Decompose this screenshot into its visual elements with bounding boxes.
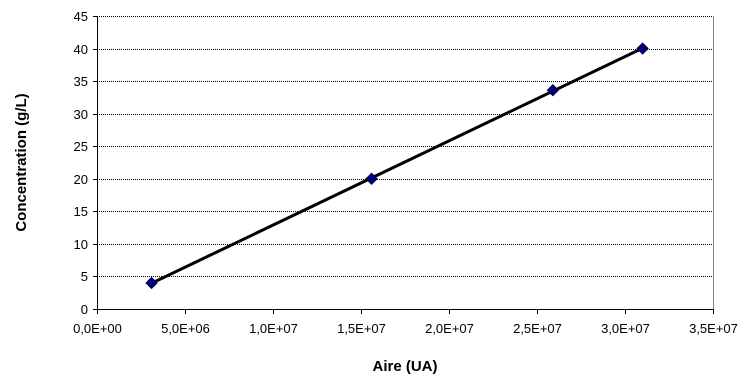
y-tick-label: 35 — [74, 74, 88, 89]
x-tick-label: 2,0E+07 — [425, 321, 474, 336]
y-tick-label: 25 — [74, 139, 88, 154]
trendline — [150, 46, 645, 285]
y-tick-label: 10 — [74, 237, 88, 252]
y-tick-label: 5 — [81, 269, 88, 284]
data-point — [636, 42, 649, 55]
x-tick-label: 3,5E+07 — [689, 321, 738, 336]
data-point — [546, 84, 560, 97]
y-tick-label: 30 — [74, 107, 88, 122]
x-tick-label: 1,0E+07 — [249, 321, 298, 336]
x-tick-label: 2,5E+07 — [513, 321, 562, 336]
x-tick-label: 5,0E+06 — [161, 321, 210, 336]
x-axis-title: Aire (UA) — [372, 358, 437, 375]
x-tick-label: 3,0E+07 — [601, 321, 650, 336]
y-tick-label: 45 — [74, 9, 88, 24]
data-point — [365, 172, 378, 185]
y-tick-label: 40 — [74, 42, 88, 57]
y-tick-label: 15 — [74, 204, 88, 219]
y-tick-label: 20 — [74, 172, 88, 187]
x-tick-label: 1,5E+07 — [337, 321, 386, 336]
data-point — [145, 276, 158, 290]
x-tick-label: 0,0E+00 — [73, 321, 122, 336]
y-tick-label: 0 — [81, 302, 88, 317]
y-axis-title: Concentration (g/L) — [13, 93, 30, 231]
